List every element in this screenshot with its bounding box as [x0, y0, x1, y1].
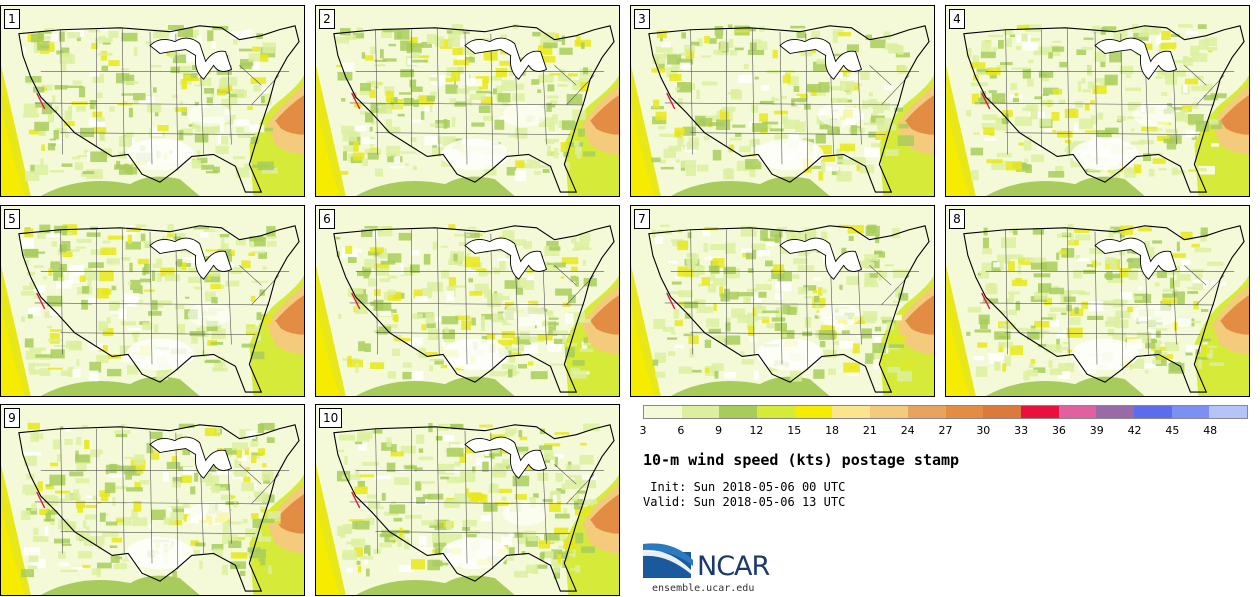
map-title: 10-m wind speed (kts) postage stamp [643, 451, 960, 469]
colorbar-tick-label: 9 [715, 424, 723, 437]
colorbar-swatch [1209, 406, 1247, 418]
colorbar-swatch [832, 406, 871, 418]
wind-speed-field [1, 405, 304, 595]
colorbar-swatch [757, 406, 795, 418]
wind-speed-field [946, 206, 1249, 396]
colorbar-tick-label: 48 [1203, 424, 1218, 437]
member-number-label: 9 [4, 408, 20, 428]
ensemble-member-map: 7 [630, 205, 935, 397]
ensemble-member-map: 9 [0, 404, 305, 596]
colorbar-tick-label: 45 [1165, 424, 1180, 437]
wind-speed-field [946, 6, 1249, 196]
ensemble-member-map: 1 [0, 5, 305, 197]
colorbar-swatch [1058, 406, 1097, 418]
wind-speed-field [631, 6, 934, 196]
colorbar-swatch [1020, 406, 1059, 418]
colorbar-tick-label: 18 [825, 424, 840, 437]
colorbar-tick-label: 12 [749, 424, 764, 437]
colorbar-swatch [983, 406, 1021, 418]
member-number-label: 8 [949, 209, 965, 229]
member-number-label: 3 [634, 9, 650, 29]
colorbar-ticks: 3 6 9 12 15 18 21 24 27 30 33 36 39 42 45 48 [639, 424, 1248, 438]
ensemble-member-map: 8 [945, 205, 1250, 397]
member-number-label: 10 [319, 408, 343, 428]
colorbar-tick-label: 6 [677, 424, 685, 437]
colorbar [643, 405, 1248, 419]
ensemble-member-map: 2 [315, 5, 620, 197]
colorbar-swatch [907, 406, 946, 418]
colorbar-tick-label: 30 [976, 424, 991, 437]
wind-speed-field [316, 206, 619, 396]
member-number-label: 7 [634, 209, 650, 229]
member-number-label: 4 [949, 9, 965, 29]
colorbar-tick-label: 21 [862, 424, 877, 437]
colorbar-tick-label: 24 [900, 424, 915, 437]
colorbar-tick-label: 33 [1014, 424, 1029, 437]
ncar-logo-icon [643, 543, 693, 578]
colorbar-swatch [945, 406, 984, 418]
member-number-label: 1 [4, 9, 20, 29]
valid-time: Valid: Sun 2018-05-06 13 UTC [643, 495, 846, 509]
member-number-label: 5 [4, 209, 20, 229]
colorbar-tick-label: 27 [938, 424, 953, 437]
wind-speed-field [631, 206, 934, 396]
ensemble-member-map: 6 [315, 205, 620, 397]
colorbar-swatch [681, 406, 720, 418]
colorbar-swatch [870, 406, 908, 418]
colorbar-tick-label: 42 [1127, 424, 1142, 437]
ensemble-member-map: 10 [315, 404, 620, 596]
colorbar-tick-label: 39 [1089, 424, 1104, 437]
colorbar-swatch [644, 406, 682, 418]
colorbar-swatch [719, 406, 758, 418]
member-number-label: 6 [319, 209, 335, 229]
ensemble-member-map: 3 [630, 5, 935, 197]
colorbar-swatch [1096, 406, 1134, 418]
colorbar-tick-label: 15 [787, 424, 802, 437]
member-number-label: 2 [319, 9, 335, 29]
init-time: Init: Sun 2018-05-06 00 UTC [643, 480, 846, 494]
ensemble-member-map: 4 [945, 5, 1250, 197]
ncar-logo-text: NCAR [697, 551, 770, 582]
colorbar-tick-label: 3 [639, 424, 647, 437]
wind-speed-field [1, 206, 304, 396]
colorbar-tick-label: 36 [1051, 424, 1066, 437]
colorbar-swatch [1133, 406, 1172, 418]
wind-speed-field [316, 6, 619, 196]
wind-speed-field [1, 6, 304, 196]
ensemble-member-map: 5 [0, 205, 305, 397]
colorbar-swatch [1171, 406, 1210, 418]
colorbar-swatch [794, 406, 833, 418]
site-url: ensemble.ucar.edu [652, 583, 755, 594]
wind-speed-field [316, 405, 619, 595]
